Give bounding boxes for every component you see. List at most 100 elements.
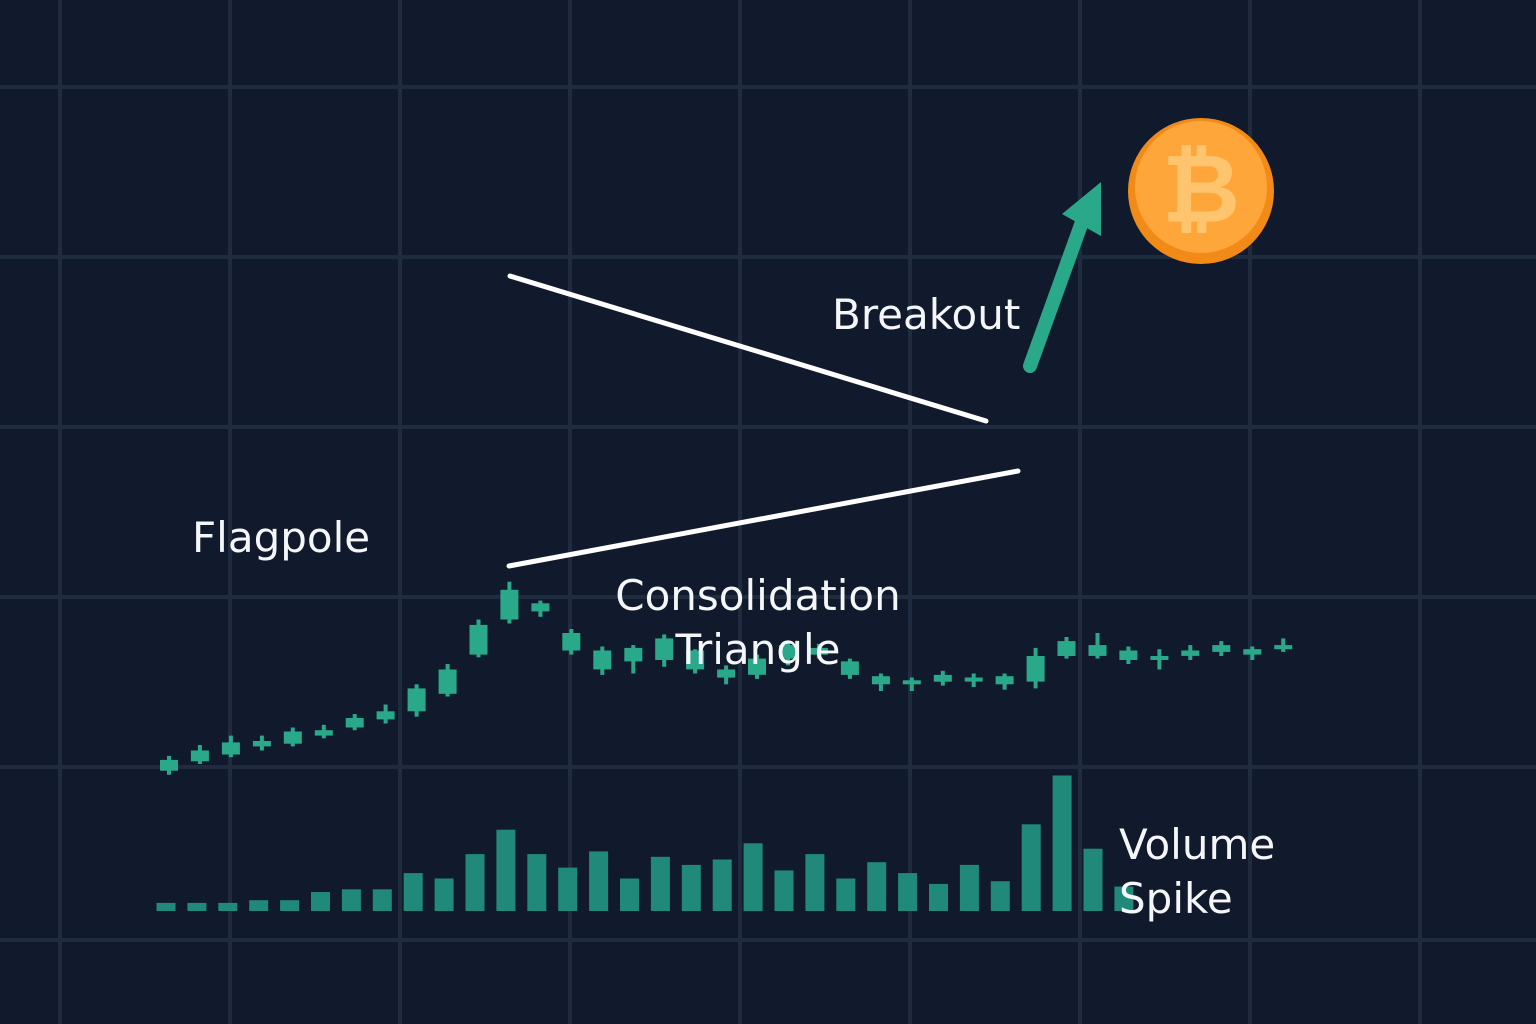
candle-body [407, 688, 426, 712]
candle [748, 654, 766, 679]
candle-body [531, 603, 550, 612]
candle [221, 735, 240, 758]
candle [438, 664, 457, 697]
label-consolidation: Consolidation [615, 571, 900, 620]
candle-body [500, 589, 519, 620]
volume-bar [929, 883, 948, 911]
candle-body [1150, 656, 1169, 660]
volume-bar [249, 900, 269, 911]
candle [686, 649, 705, 674]
candle [779, 641, 797, 666]
candle-body [686, 650, 705, 670]
candle [190, 745, 209, 764]
volume-bar [1114, 886, 1134, 911]
candle [160, 755, 178, 775]
candle-body [1212, 645, 1231, 652]
volume-bar [620, 878, 639, 911]
volume-bars [156, 775, 1134, 912]
volume-bar [589, 851, 609, 911]
volume-bar [187, 902, 207, 911]
candle [531, 600, 550, 617]
candle-body [562, 633, 581, 651]
candle-body [1119, 650, 1138, 660]
candle-body [438, 669, 457, 694]
candle-body [748, 658, 766, 675]
volume-bar [558, 867, 578, 911]
candle-body [655, 638, 674, 660]
candle-body [160, 759, 178, 771]
triangle-lower-trendline [506, 468, 1021, 569]
candle [314, 724, 333, 739]
volume-bar [280, 900, 300, 911]
candle-body [779, 645, 797, 659]
candle-body [995, 676, 1014, 685]
candle [1026, 647, 1045, 689]
candle [407, 684, 426, 717]
volume-bar [465, 854, 485, 911]
candle [1212, 641, 1231, 656]
label-volume: Volume [1119, 820, 1275, 869]
candle-body [283, 731, 302, 744]
candle [933, 670, 952, 686]
candle [871, 673, 890, 691]
volume-bar [527, 854, 547, 911]
candle [840, 658, 859, 679]
candle-body [933, 674, 952, 682]
volume-bar [341, 889, 361, 911]
candle [1057, 637, 1076, 659]
volume-bar [867, 862, 887, 911]
candle [500, 581, 519, 624]
triangle-upper-trendline [507, 273, 989, 424]
candle-body [902, 680, 921, 685]
candle [562, 629, 581, 655]
candle-body [1243, 649, 1262, 655]
label-flagpole: Flagpole [192, 513, 370, 562]
candle-body [593, 650, 612, 670]
volume-bar [898, 873, 918, 911]
candle [469, 619, 488, 658]
candle [1181, 645, 1200, 660]
candle [1243, 646, 1262, 660]
candle-body [1274, 645, 1293, 650]
label-spike: Spike [1119, 874, 1233, 923]
candle [593, 646, 612, 675]
candle [1119, 646, 1138, 664]
volume-bar [372, 889, 392, 911]
candle-body [1181, 650, 1200, 656]
candle-body [840, 661, 859, 675]
volume-bar [990, 881, 1010, 911]
candle [809, 643, 828, 659]
candle-body [624, 647, 643, 662]
volume-bar [403, 873, 423, 911]
candle-body [964, 677, 983, 682]
candle [1274, 638, 1293, 652]
volume-bar [1052, 775, 1072, 911]
volume-bar [496, 829, 516, 911]
candle [345, 714, 364, 731]
candle [902, 677, 921, 691]
candle [376, 704, 395, 724]
volume-bar [836, 878, 856, 911]
volume-bar [959, 864, 979, 911]
volume-bar [156, 902, 176, 911]
candle-body [221, 742, 240, 755]
candle-body [1088, 645, 1107, 656]
candle-body [252, 741, 271, 747]
candle-body [190, 750, 209, 762]
candle [283, 727, 302, 747]
candle-body [314, 730, 333, 736]
candle [1150, 649, 1169, 670]
breakout-arrow-icon [1023, 182, 1101, 373]
candle [252, 735, 271, 751]
candle-body [809, 647, 828, 655]
label-triangle: Triangle [675, 625, 841, 674]
candle-body [1057, 641, 1076, 656]
volume-bar [805, 854, 825, 911]
candle-body [717, 669, 736, 678]
volume-bar [1021, 824, 1041, 911]
candle [717, 665, 736, 685]
volume-bar [712, 859, 732, 911]
candle [1088, 633, 1107, 659]
